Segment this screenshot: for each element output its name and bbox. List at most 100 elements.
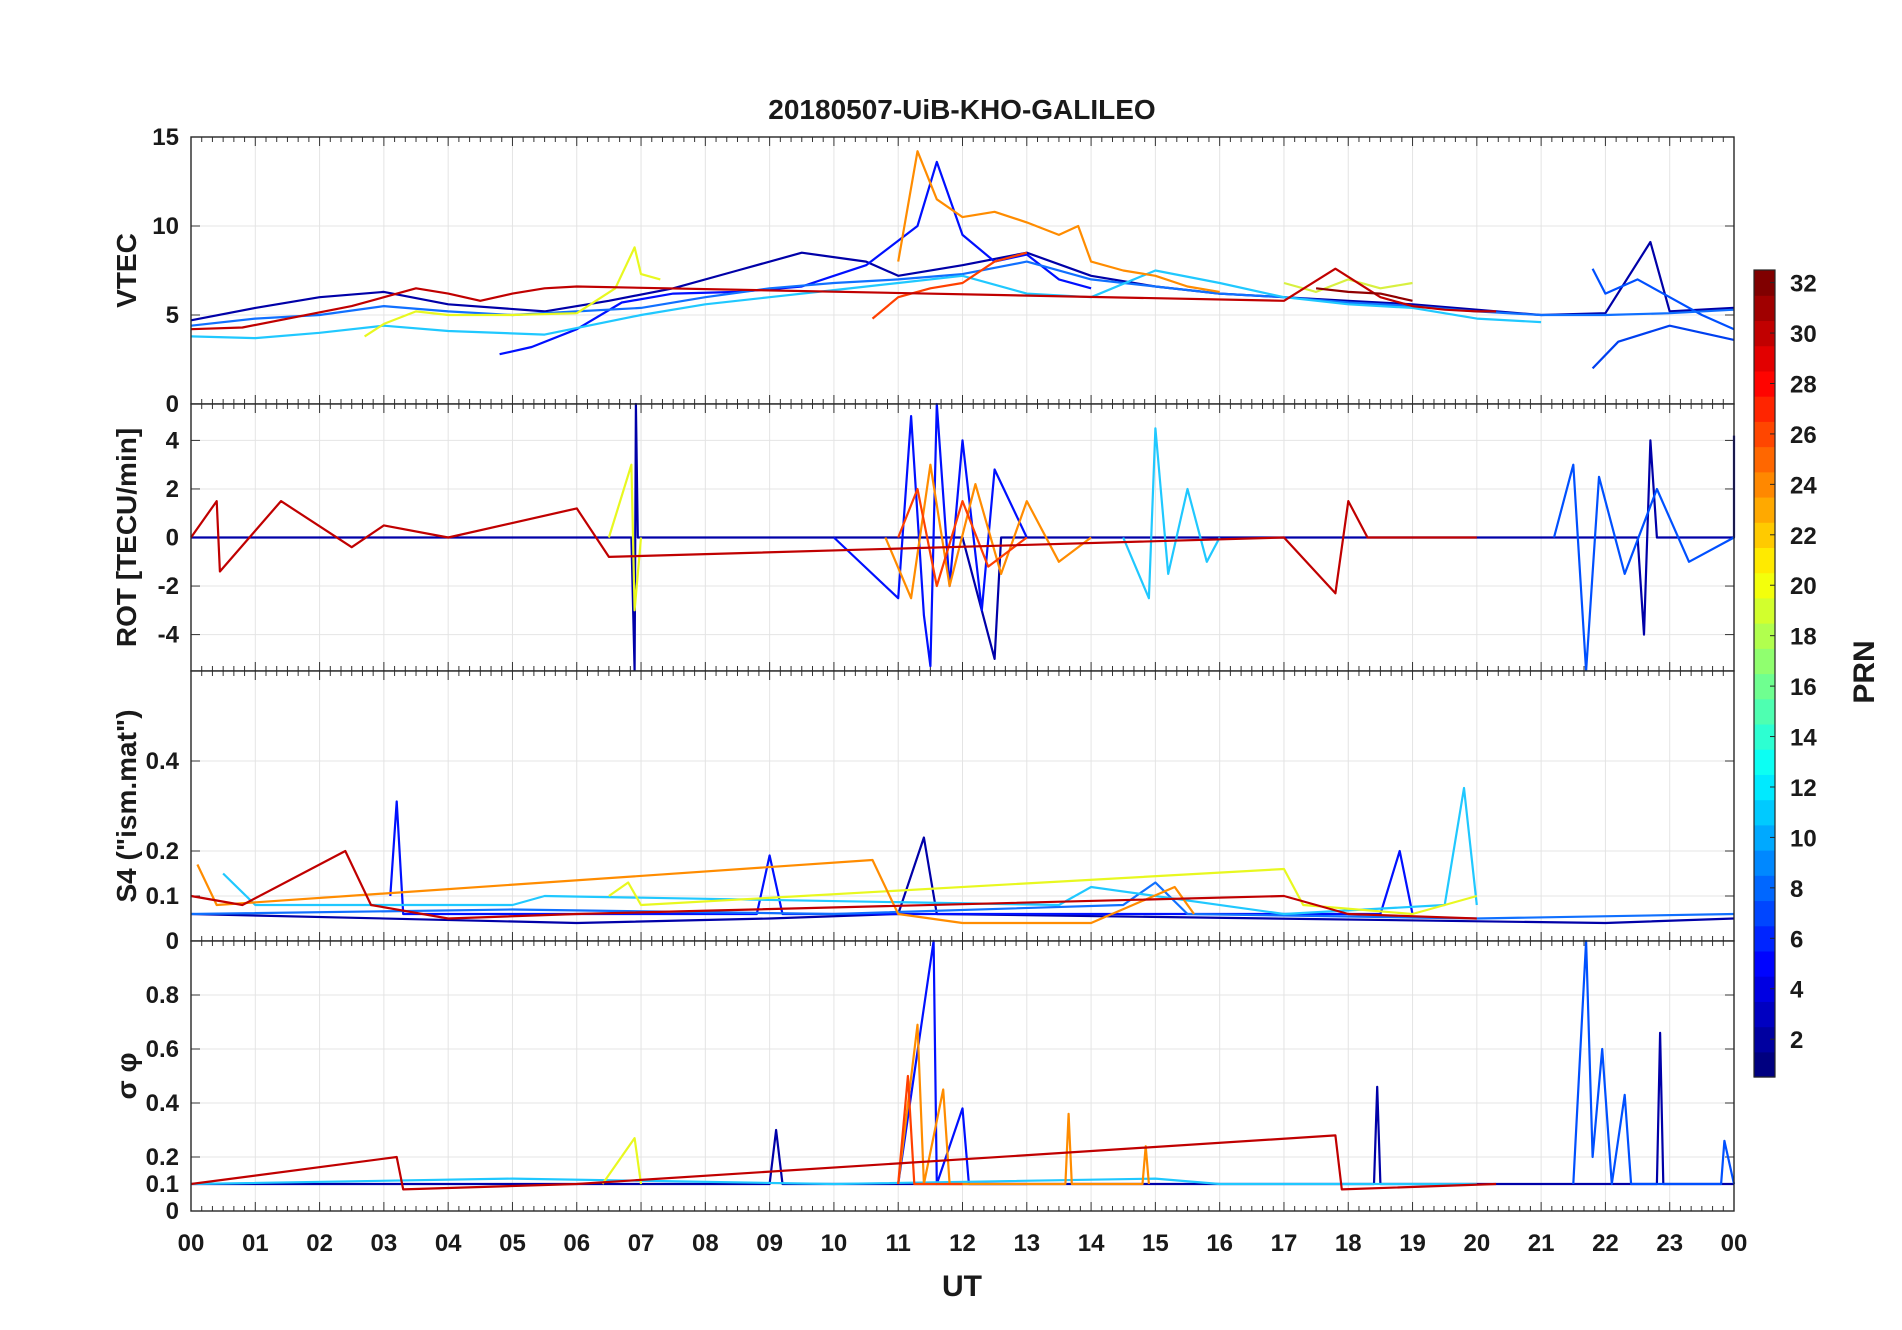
- x-tick-label: 09: [756, 1230, 783, 1257]
- x-tick-label: 00: [1721, 1230, 1748, 1257]
- x-tick-label: 02: [306, 1230, 333, 1257]
- series-line-prn-11: [190, 269, 1542, 340]
- series-line-prn-21: [1283, 278, 1413, 293]
- x-tick-label: 10: [821, 1230, 848, 1257]
- colorbar-tick-label: 26: [1790, 422, 1817, 449]
- series-line-prn-19: [607, 463, 643, 612]
- series-line-prn-23: [196, 858, 1195, 925]
- series-line-prn-25: [897, 487, 1028, 588]
- series-line-prn-2: [191, 1031, 1734, 1186]
- series-line-prn-11: [1122, 427, 1221, 600]
- x-tick-label: 03: [371, 1230, 398, 1257]
- colorbar-tick-label: 16: [1790, 674, 1817, 701]
- panel-2: -4 -2 0 2 4 ROT [TECU/min]: [111, 402, 1736, 673]
- colorbar-segment: [1754, 648, 1775, 675]
- colorbar-segment: [1754, 572, 1775, 599]
- y-tick-label: 0: [166, 391, 179, 418]
- colorbar-segment: [1754, 824, 1775, 851]
- y-tick-label: 0.8: [146, 982, 179, 1009]
- y-tick-label: 0.1: [146, 1171, 179, 1198]
- colorbar-segment: [1754, 547, 1775, 574]
- series-line-prn-2: [190, 836, 1735, 925]
- colorbar-segment: [1754, 976, 1775, 1002]
- x-tick-label: 18: [1335, 1230, 1362, 1257]
- colorbar-label: PRN: [1848, 640, 1881, 703]
- x-tick-label: 11: [886, 1230, 911, 1257]
- y-tick-label: 0.4: [146, 748, 180, 775]
- series-line-prn-2: [191, 402, 1736, 673]
- colorbar-segment: [1754, 623, 1775, 649]
- colorbar-segment: [1754, 850, 1775, 876]
- x-tick-label: 14: [1078, 1230, 1105, 1257]
- y-tick-label: 0: [166, 525, 179, 552]
- y-tick-label: 0.6: [146, 1036, 179, 1063]
- colorbar-segment: [1754, 925, 1775, 952]
- series-line-prn-29: [190, 500, 1477, 595]
- x-tick-label: 17: [1271, 1230, 1298, 1257]
- colorbar-tick-label: 14: [1790, 725, 1817, 752]
- x-tick-label: 05: [499, 1230, 526, 1257]
- colorbar-tick-label: 12: [1790, 775, 1817, 802]
- series-line-prn-4: [389, 800, 1414, 916]
- y-tick-label: 0: [166, 928, 179, 955]
- series-line-prn-19: [364, 246, 661, 338]
- colorbar-tick-label: 10: [1790, 825, 1817, 852]
- colorbar-segment: [1754, 446, 1775, 473]
- colorbar-segment: [1754, 522, 1775, 549]
- colorbar-tick-label: 4: [1790, 977, 1804, 1004]
- y-tick-label: 2: [166, 476, 179, 503]
- colorbar-segment: [1754, 1001, 1775, 1028]
- colorbar-segment: [1754, 597, 1775, 624]
- colorbar-segment: [1754, 496, 1775, 523]
- colorbar-segment: [1754, 270, 1775, 296]
- colorbar-tick-label: 8: [1790, 876, 1803, 903]
- x-tick-label: 23: [1656, 1230, 1683, 1257]
- series-line-prn-11: [190, 1177, 1477, 1186]
- series-line-prn-23: [897, 150, 1220, 293]
- colorbar-tick-label: 28: [1790, 371, 1817, 398]
- series-line-prn-23: [897, 1023, 1150, 1186]
- y-axis-label: σ φ: [111, 1053, 142, 1100]
- series-line-prn-7: [1591, 324, 1735, 370]
- colorbar-segment: [1754, 698, 1775, 725]
- y-tick-label: 10: [152, 213, 179, 240]
- colorbar-segment: [1754, 1051, 1775, 1078]
- y-tick-label: 0.1: [146, 883, 179, 910]
- x-tick-label: 04: [435, 1230, 462, 1257]
- x-tick-label: 06: [563, 1230, 590, 1257]
- colorbar-segment: [1754, 900, 1775, 927]
- colorbar-tick-label: 24: [1790, 472, 1817, 499]
- x-tick-label: 13: [1013, 1230, 1040, 1257]
- colorbar-tick-label: 6: [1790, 926, 1803, 953]
- y-tick-label: -2: [158, 573, 179, 600]
- colorbar-segment: [1754, 950, 1775, 977]
- y-axis-label: ROT [TECU/min]: [111, 428, 142, 647]
- colorbar-segment: [1754, 320, 1775, 347]
- colorbar-tick-label: 2: [1790, 1027, 1803, 1054]
- x-tick-label: 15: [1142, 1230, 1169, 1257]
- series-line-prn-6: [1572, 939, 1736, 1186]
- y-tick-label: 0.2: [146, 1144, 179, 1171]
- axes-frame: [190, 940, 1735, 1212]
- series-line-prn-19: [601, 1137, 643, 1185]
- chart-title: 20180507-UiB-KHO-GALILEO: [768, 94, 1155, 125]
- colorbar-tick-label: 20: [1790, 573, 1817, 600]
- series-line-prn-6: [1591, 268, 1735, 331]
- x-tick-label: 16: [1206, 1230, 1233, 1257]
- series-line-prn-11: [222, 786, 1478, 916]
- x-tick-label: 00: [178, 1230, 205, 1257]
- y-tick-label: 0.2: [146, 838, 179, 865]
- colorbar-segment: [1754, 875, 1775, 902]
- y-tick-label: 15: [152, 124, 179, 151]
- y-tick-label: -4: [158, 622, 180, 649]
- colorbar-tick-label: 18: [1790, 624, 1817, 651]
- colorbar-segment: [1754, 774, 1775, 801]
- panel-4: 00.10.2 0.4 0.6 0.8 σ φ: [111, 939, 1736, 1225]
- y-axis-label: S4 ("ism.mat"): [111, 709, 142, 902]
- x-tick-label: 07: [628, 1230, 655, 1257]
- y-tick-label: 0.4: [146, 1090, 180, 1117]
- y-tick-label: 4: [166, 427, 180, 454]
